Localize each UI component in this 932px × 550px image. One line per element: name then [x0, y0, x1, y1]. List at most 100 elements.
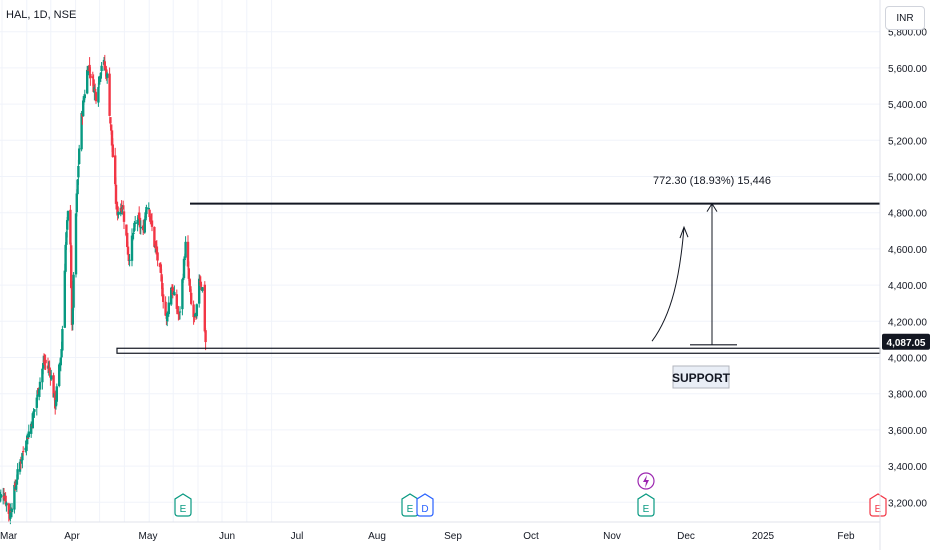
- candle-body: [204, 330, 207, 343]
- candle-body: [42, 363, 45, 369]
- y-tick-label: 4,400.00: [888, 281, 927, 292]
- candle-body: [82, 98, 86, 103]
- candle-body: [31, 413, 34, 429]
- candle-body: [89, 73, 92, 78]
- candle-body: [116, 206, 119, 216]
- candle-body: [199, 281, 202, 286]
- candle-body: [86, 69, 89, 94]
- candle-body: [32, 411, 35, 416]
- candle-body: [183, 258, 186, 260]
- currency-button[interactable]: INR: [885, 6, 925, 30]
- y-axis: 3,200.00 3,400.00 3,600.00 3,800.00 4,000.00…: [879, 0, 930, 550]
- candle-body: [184, 241, 187, 258]
- candle-body: [176, 306, 179, 313]
- candle-body: [7, 503, 10, 514]
- y-tick-label: 4,800.00: [888, 209, 927, 220]
- candle-body: [100, 65, 103, 72]
- candle-body: [9, 509, 12, 519]
- candle-body: [133, 222, 136, 231]
- candle-body: [27, 431, 30, 438]
- earnings-marker-letter: E: [407, 504, 414, 515]
- candle-body: [127, 254, 130, 262]
- candle-body: [50, 375, 53, 380]
- candle-body: [178, 311, 182, 313]
- candle-body: [59, 357, 62, 366]
- x-tick-label: Aug: [368, 531, 386, 542]
- candle-body: [63, 270, 66, 328]
- candle-body: [167, 302, 170, 314]
- y-tick-label: 5,000.00: [888, 173, 927, 184]
- candle-body: [65, 232, 68, 245]
- candle-body: [104, 68, 107, 70]
- candle-body: [195, 304, 198, 317]
- candle-body: [164, 301, 167, 316]
- candle-body: [94, 92, 98, 102]
- candle-body: [192, 304, 195, 318]
- candle-body: [150, 216, 153, 219]
- candle-body: [66, 211, 70, 221]
- candle-body: [175, 294, 178, 309]
- candle-body: [49, 371, 52, 378]
- candle-body: [66, 220, 69, 230]
- candle-body: [148, 209, 151, 218]
- x-tick-label: Mar: [0, 531, 18, 542]
- y-tick-label: 3,800.00: [888, 390, 927, 401]
- candle-body: [15, 481, 18, 485]
- candle-body: [173, 292, 176, 296]
- candle-body: [203, 284, 206, 332]
- candle-body: [88, 64, 91, 72]
- candle-body: [188, 278, 191, 286]
- candle-body: [166, 313, 169, 322]
- dividend-marker-shape: [416, 493, 434, 517]
- candle-body: [142, 225, 145, 231]
- candle-body: [61, 329, 64, 351]
- candle-body: [78, 148, 81, 165]
- candle-body: [14, 485, 18, 489]
- candle-body: [114, 155, 117, 185]
- projection-curve: [651, 227, 685, 342]
- candle-body: [150, 220, 154, 227]
- candle-body: [30, 423, 33, 434]
- candle-body: [126, 246, 130, 255]
- candle-body: [115, 204, 118, 209]
- candle-body: [160, 274, 163, 282]
- earnings-marker: E: [401, 493, 419, 517]
- candle-body: [155, 247, 158, 255]
- candle-body: [21, 453, 24, 461]
- candle-body: [130, 235, 134, 261]
- candle-body: [97, 87, 100, 103]
- x-tick-label: Jul: [291, 531, 304, 542]
- x-tick-label: 2025: [752, 531, 775, 542]
- earnings-marker-shape: [174, 493, 192, 517]
- candle-body: [182, 278, 185, 281]
- horizontal-levels: [116, 202, 881, 354]
- support-label: SUPPORT: [672, 371, 731, 385]
- candle-body: [82, 100, 85, 117]
- earnings-marker: E: [174, 493, 192, 517]
- candle-body: [189, 286, 192, 292]
- candle-body: [52, 375, 55, 398]
- candle-body: [194, 316, 198, 318]
- earnings-marker: E: [869, 493, 887, 517]
- candle-body: [13, 484, 16, 510]
- candle-body: [103, 61, 106, 69]
- support-label-box: [672, 365, 730, 389]
- candle-body: [5, 502, 8, 506]
- candle-body: [187, 268, 190, 279]
- candle-body: [83, 94, 86, 99]
- candle-body: [122, 207, 125, 209]
- candle-body: [109, 117, 112, 124]
- candle-body: [69, 209, 72, 245]
- candle-body: [26, 437, 30, 439]
- candle-body: [77, 165, 80, 178]
- candle-body: [110, 130, 114, 146]
- candle-body: [48, 367, 51, 371]
- candle-body: [178, 313, 181, 315]
- candle-body: [134, 222, 137, 224]
- candle-body: [38, 388, 41, 396]
- candle-body: [70, 245, 73, 288]
- candle-body: [10, 508, 14, 512]
- candle-body: [114, 184, 118, 204]
